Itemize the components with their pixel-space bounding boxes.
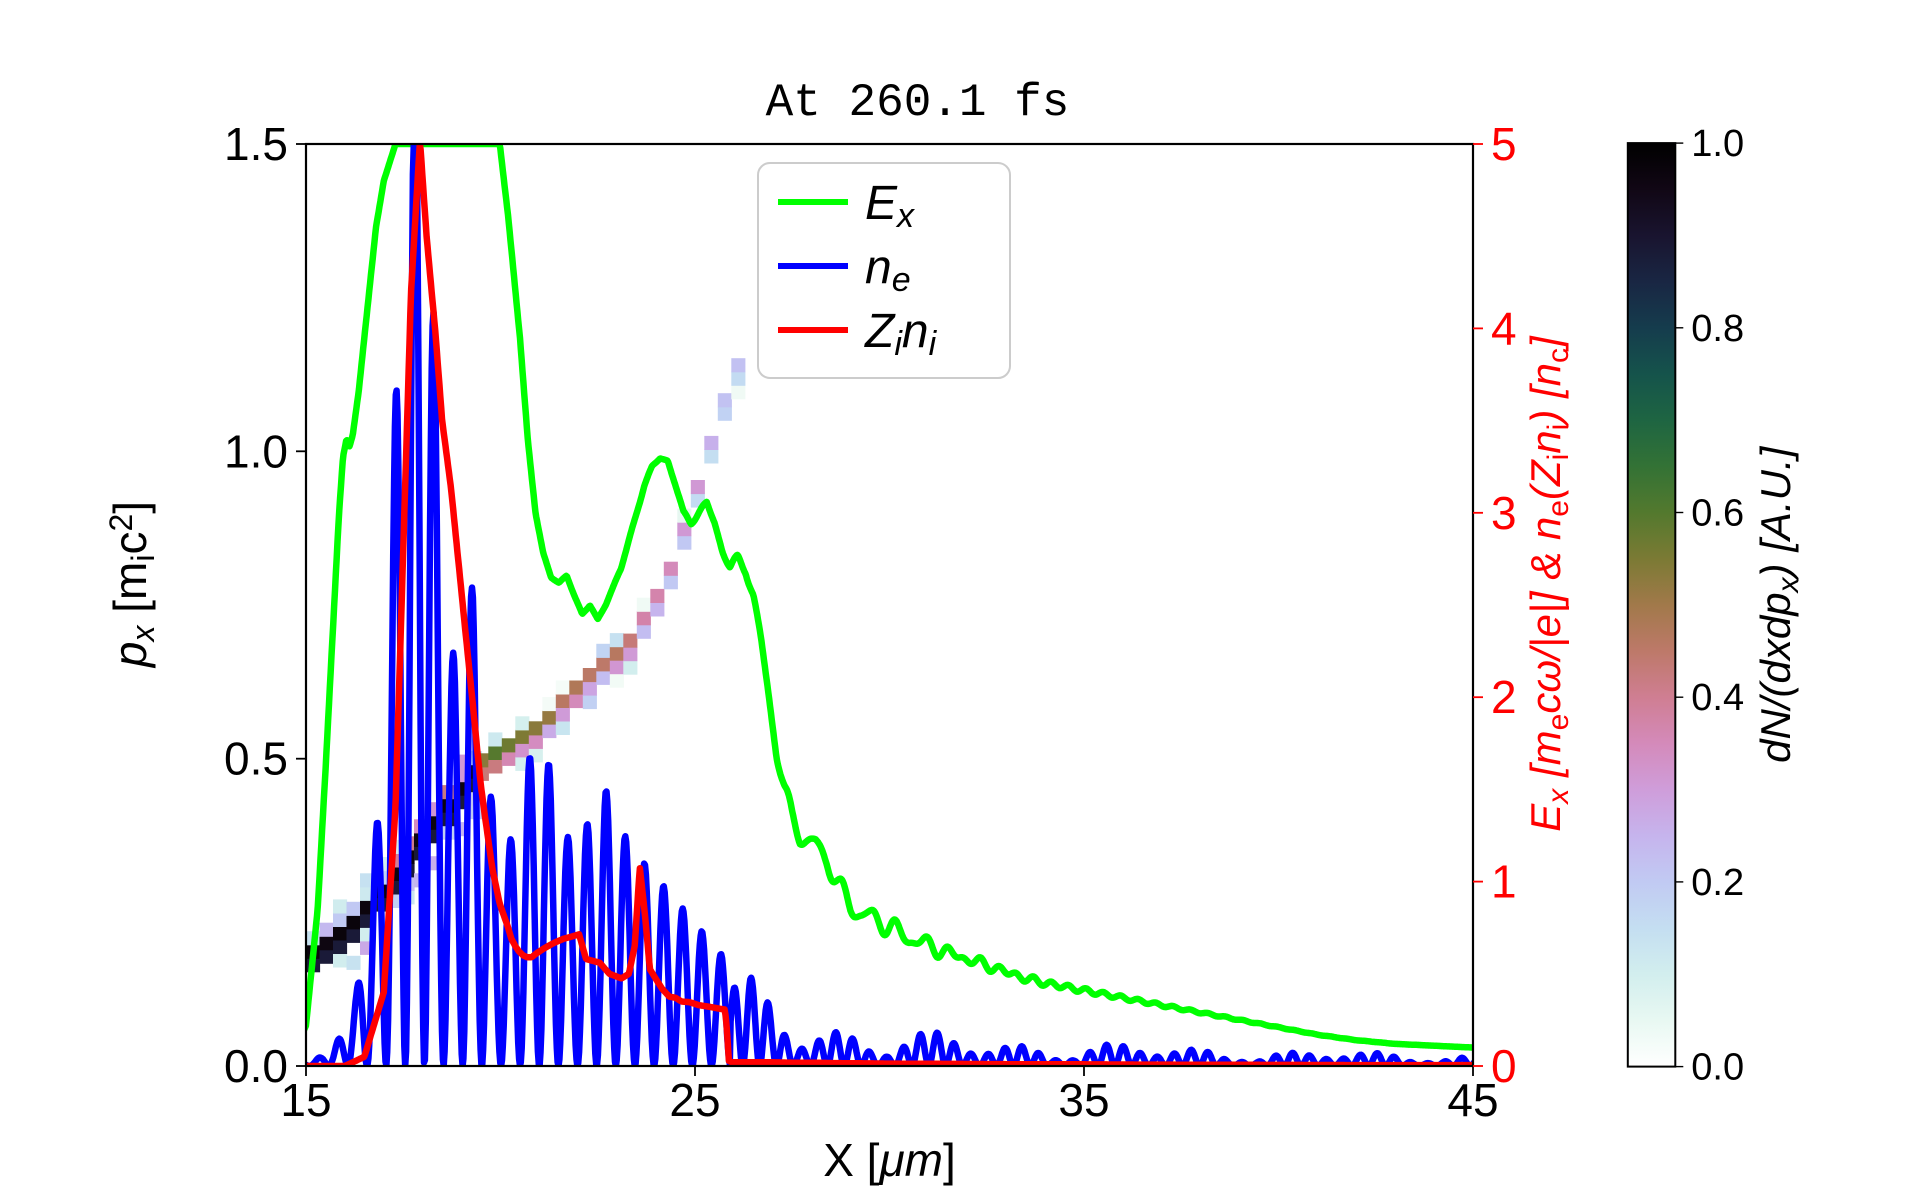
svg-text:0.8: 0.8 — [1691, 308, 1744, 350]
svg-text:1.5: 1.5 — [224, 118, 288, 170]
svg-text:0.6: 0.6 — [1691, 493, 1744, 535]
svg-text:15: 15 — [280, 1074, 331, 1126]
svg-text:X [μm]: X [μm] — [823, 1134, 956, 1186]
svg-text:25: 25 — [669, 1074, 720, 1126]
svg-text:1: 1 — [1491, 856, 1517, 908]
svg-text:3: 3 — [1491, 487, 1517, 539]
svg-text:0.5: 0.5 — [224, 733, 288, 785]
svg-text:4: 4 — [1491, 302, 1517, 354]
svg-text:Ex [mecω/|e|] & ne(Zini) [: Ex [mecω/|e|] & ne(Zini) [nc] — [1522, 335, 1575, 832]
svg-text:0.0: 0.0 — [224, 1040, 288, 1092]
svg-text:0.0: 0.0 — [1691, 1047, 1744, 1089]
svg-text:1.0: 1.0 — [224, 425, 288, 477]
svg-text:35: 35 — [1058, 1074, 1109, 1126]
svg-text:0.4: 0.4 — [1691, 677, 1744, 719]
svg-text:1.0: 1.0 — [1691, 123, 1744, 165]
svg-text:0: 0 — [1491, 1040, 1517, 1092]
svg-text:5: 5 — [1491, 118, 1517, 170]
svg-text:2: 2 — [1491, 671, 1517, 723]
svg-text:0.2: 0.2 — [1691, 862, 1744, 904]
svg-text:dN/(dxdpx) [A.U.]: dN/(dxdpx) [A.U.] — [1752, 445, 1805, 762]
svg-text:At 260.1 fs: At 260.1 fs — [766, 77, 1070, 129]
